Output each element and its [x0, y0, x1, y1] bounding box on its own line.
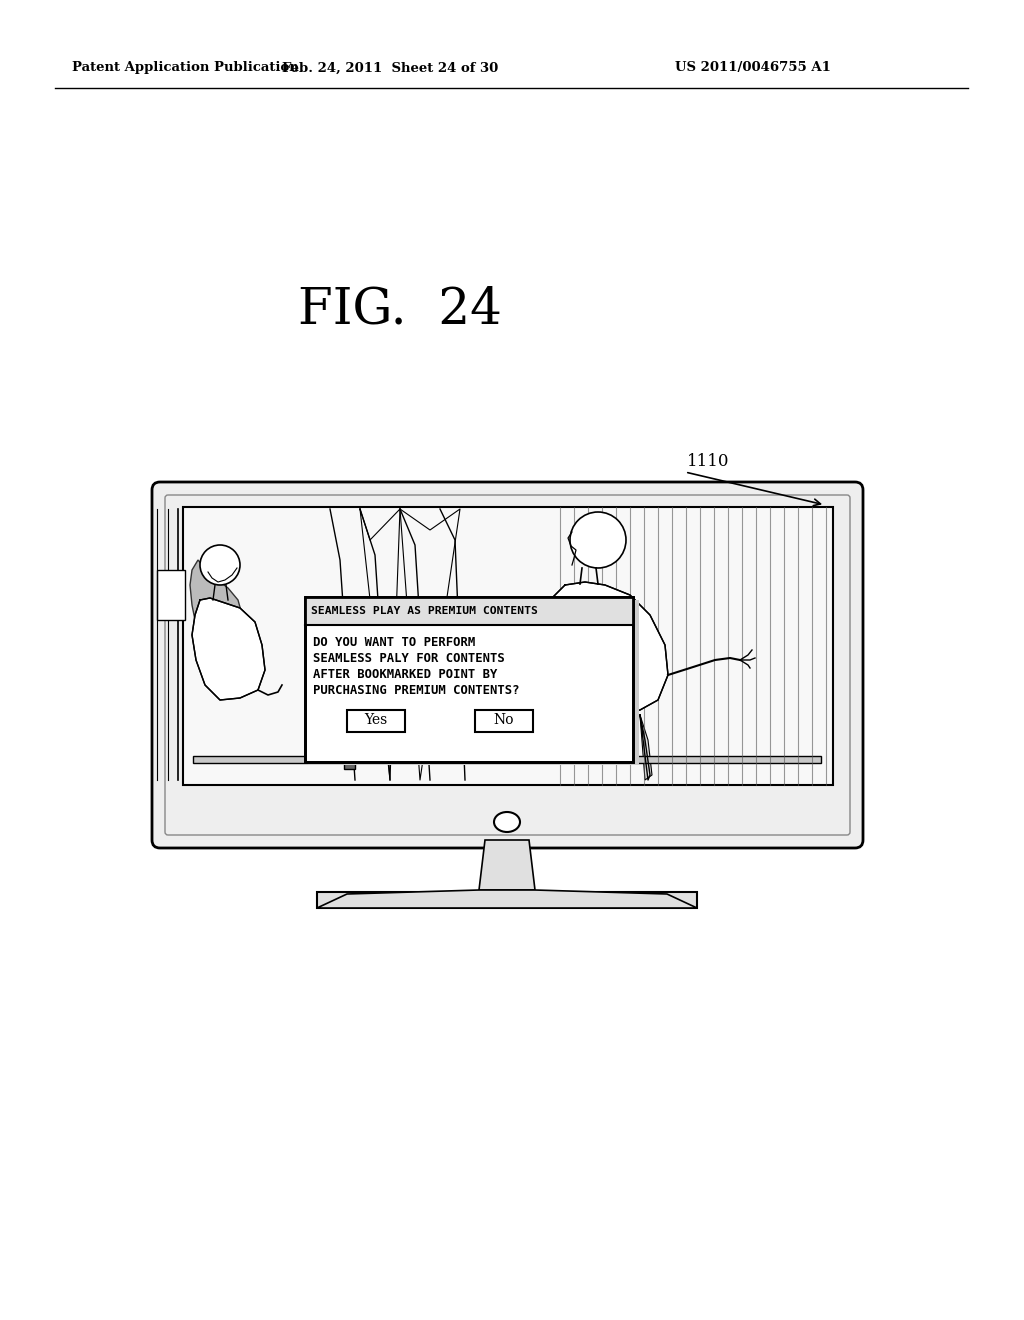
Text: FIG.  24: FIG. 24 — [298, 285, 502, 335]
Bar — [305, 597, 633, 624]
FancyBboxPatch shape — [165, 495, 850, 836]
Polygon shape — [479, 840, 535, 890]
Text: Feb. 24, 2011  Sheet 24 of 30: Feb. 24, 2011 Sheet 24 of 30 — [282, 62, 498, 74]
Circle shape — [200, 545, 240, 585]
Text: Yes: Yes — [365, 713, 388, 727]
Circle shape — [570, 512, 626, 568]
Bar — [183, 507, 833, 785]
Text: No: No — [494, 713, 514, 727]
Bar — [475, 710, 534, 733]
Polygon shape — [317, 890, 697, 908]
Bar — [157, 570, 185, 620]
Text: PURCHASING PREMIUM CONTENTS?: PURCHASING PREMIUM CONTENTS? — [313, 685, 519, 697]
Bar — [308, 601, 639, 766]
Bar — [193, 756, 821, 763]
Text: AFTER BOOKMARKED POINT BY: AFTER BOOKMARKED POINT BY — [313, 668, 498, 681]
Bar — [347, 710, 406, 733]
Text: SEAMLESS PLAY AS PREMIUM CONTENTS: SEAMLESS PLAY AS PREMIUM CONTENTS — [311, 606, 538, 616]
Polygon shape — [545, 582, 668, 715]
Text: Patent Application Publication: Patent Application Publication — [72, 62, 299, 74]
Text: DO YOU WANT TO PERFORM: DO YOU WANT TO PERFORM — [313, 636, 475, 649]
Polygon shape — [640, 715, 652, 780]
Text: 1110: 1110 — [687, 454, 729, 470]
Text: US 2011/0046755 A1: US 2011/0046755 A1 — [675, 62, 830, 74]
FancyBboxPatch shape — [152, 482, 863, 847]
Bar — [344, 751, 355, 770]
Polygon shape — [190, 560, 245, 660]
Text: SEAMLESS PALY FOR CONTENTS: SEAMLESS PALY FOR CONTENTS — [313, 652, 505, 665]
Bar — [305, 597, 633, 762]
Bar — [317, 892, 697, 908]
Polygon shape — [193, 598, 265, 700]
Bar — [305, 597, 633, 762]
Ellipse shape — [494, 812, 520, 832]
